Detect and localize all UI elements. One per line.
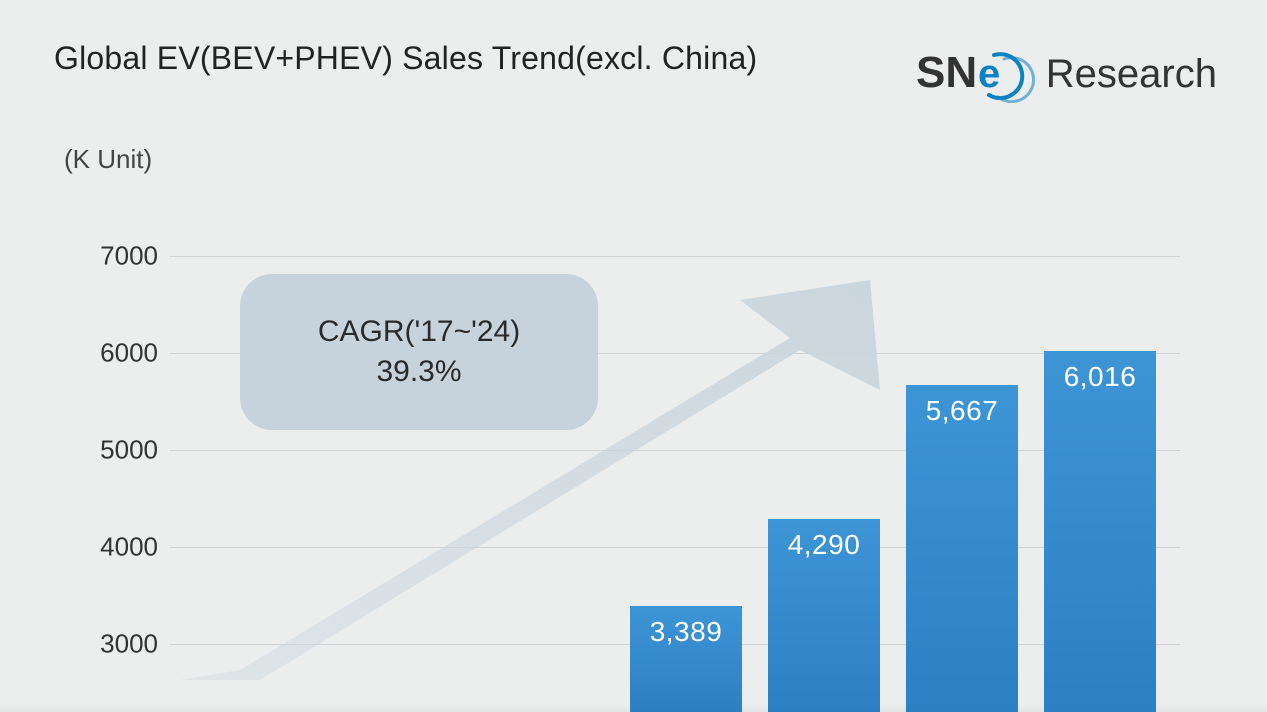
bar-value-label: 6,016 <box>1044 361 1156 393</box>
y-gridline <box>170 450 1180 451</box>
y-tick-label: 3000 <box>78 629 158 660</box>
brand-research-text: Research <box>1046 52 1217 97</box>
y-axis-unit: (K Unit) <box>64 144 152 175</box>
y-gridline <box>170 256 1180 257</box>
cagr-line2: 39.3% <box>376 352 461 393</box>
bar-value-label: 3,389 <box>630 616 742 648</box>
y-gridline <box>170 547 1180 548</box>
chart-title: Global EV(BEV+PHEV) Sales Trend(excl. Ch… <box>54 40 757 77</box>
bar-value-label: 5,667 <box>906 395 1018 427</box>
cagr-line1: CAGR('17~'24) <box>318 312 520 353</box>
brand-logo: SN e Research <box>916 45 1217 103</box>
y-tick-label: 7000 <box>78 241 158 272</box>
cagr-annotation: CAGR('17~'24) 39.3% <box>240 274 598 430</box>
bar: 4,290 <box>768 519 880 712</box>
svg-text:e: e <box>978 52 1000 96</box>
bar-value-label: 4,290 <box>768 529 880 561</box>
bar: 6,016 <box>1044 351 1156 712</box>
y-tick-label: 5000 <box>78 435 158 466</box>
bar: 3,389 <box>630 606 742 712</box>
chart-page: { "title": "Global EV(BEV+PHEV) Sales Tr… <box>0 0 1267 712</box>
brand-logo-svg: SN e <box>916 45 1038 103</box>
y-tick-label: 6000 <box>78 338 158 369</box>
svg-text:SN: SN <box>916 48 977 97</box>
y-tick-label: 4000 <box>78 532 158 563</box>
bar: 5,667 <box>906 385 1018 712</box>
